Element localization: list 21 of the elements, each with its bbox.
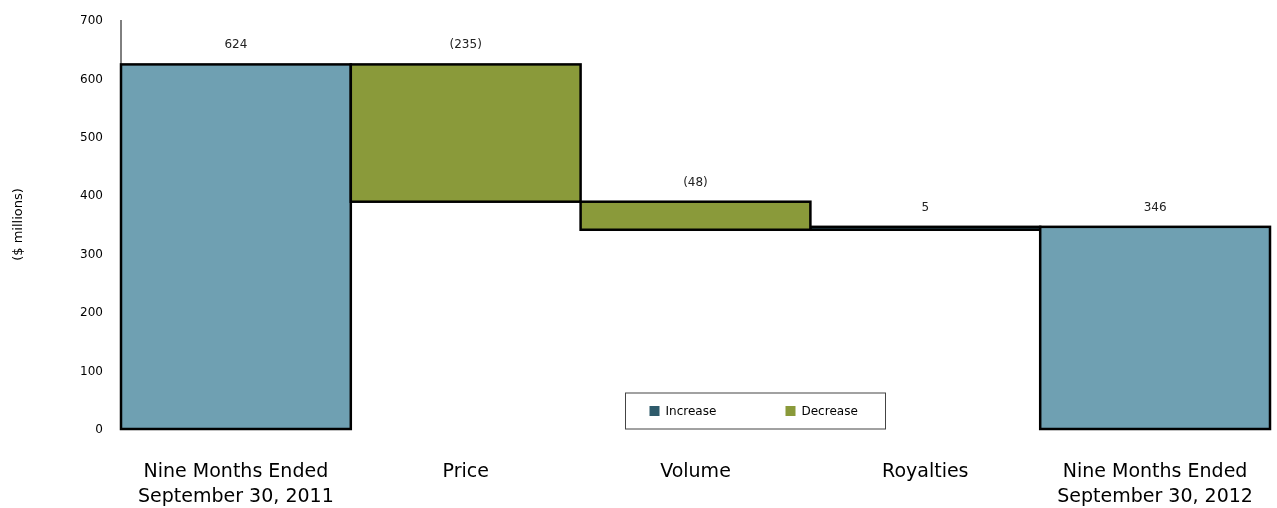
- x-tick-label: Royalties: [882, 459, 969, 481]
- data-label: 346: [1143, 199, 1167, 214]
- data-label: (235): [449, 37, 482, 52]
- legend-label: Decrease: [801, 404, 858, 419]
- y-tick-label: 700: [80, 13, 103, 28]
- y-tick-label: 100: [80, 363, 103, 378]
- data-label: (48): [683, 174, 708, 189]
- y-tick-label: 500: [80, 130, 103, 145]
- x-tick-label: Volume: [660, 459, 731, 481]
- x-tick-label: Nine Months Ended September 30, 2011: [138, 459, 334, 506]
- x-tick-label: Nine Months Ended September 30, 2012: [1057, 459, 1253, 506]
- y-tick-label: 300: [80, 246, 103, 261]
- y-axis-title: ($ millions): [10, 188, 25, 261]
- data-label: 624: [224, 37, 248, 52]
- x-tick-label: Price: [442, 459, 489, 481]
- y-tick-label: 200: [80, 305, 103, 320]
- y-tick-label: 0: [95, 422, 103, 437]
- y-tick-label: 400: [80, 188, 103, 203]
- y-tick-label: 600: [80, 71, 103, 86]
- legend-label: Increase: [665, 404, 717, 419]
- data-label: 5: [921, 199, 930, 214]
